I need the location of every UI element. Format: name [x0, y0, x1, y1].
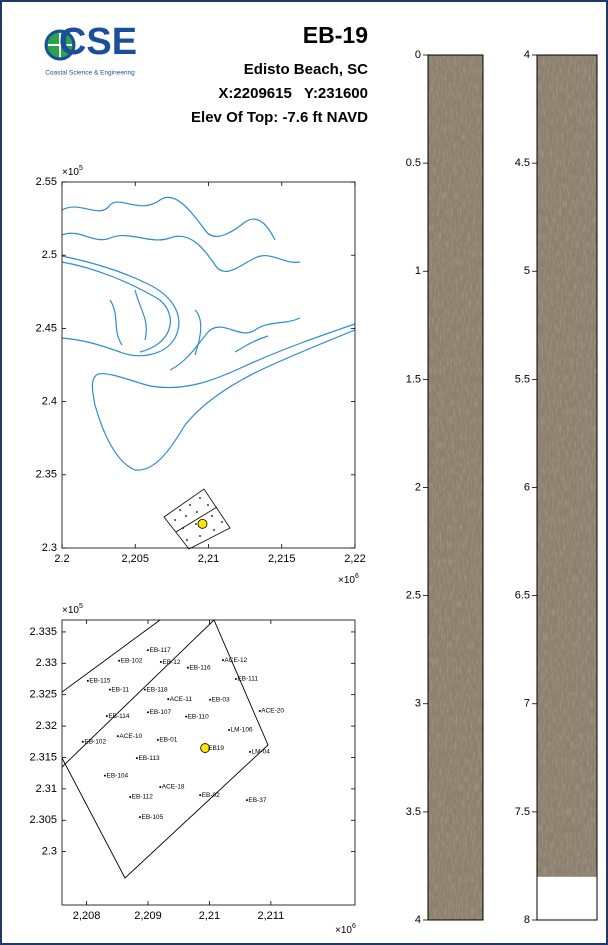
y-tick-label: 2.3	[42, 542, 57, 554]
title: EB-19	[303, 22, 368, 48]
core-log-sheet: CSE Coastal Science & Engineering EB-19 …	[0, 0, 608, 945]
exponent-base: ×10	[338, 575, 355, 586]
depth-label: 3.5	[406, 806, 421, 818]
borehole-label: EB-113	[138, 755, 160, 762]
borehole-label: ACE-20	[261, 708, 284, 715]
depth-label: 6	[524, 481, 530, 493]
depth-label: 7.5	[515, 806, 530, 818]
elevation: Elev Of Top: -7.6 ft NAVD	[191, 109, 368, 126]
y-tick-label: 2.315	[29, 751, 57, 763]
borehole-label: EB-01	[159, 737, 177, 744]
borehole-label: EB-112	[132, 794, 154, 801]
borehole-label: EB-115	[89, 678, 111, 685]
x-tick-label: 2,208	[73, 910, 101, 922]
logo-text: CSE	[59, 21, 137, 63]
y-tick-label: 2.3	[42, 846, 57, 858]
exponent-power: 5	[79, 603, 83, 610]
borehole-label: EB-117	[149, 647, 171, 654]
y-tick-label: 2.325	[29, 689, 57, 701]
depth-label: 0	[415, 49, 421, 61]
coordinates: X:2209615 Y:231600	[218, 85, 368, 102]
depth-label: 1	[415, 265, 421, 277]
depth-label: 4.5	[515, 157, 530, 169]
borehole-label: EB-102	[84, 739, 106, 746]
exponent-power: 6	[355, 573, 359, 580]
core-texture	[537, 55, 597, 877]
borehole-label: EB-116	[189, 664, 211, 671]
y-tick-label: 2.55	[36, 176, 57, 188]
borehole-label: EB-111	[237, 676, 258, 683]
borehole-label: EB-118	[146, 686, 168, 693]
x-tick-label: 2,205	[121, 553, 149, 565]
borehole-label: EB-03	[212, 696, 230, 703]
x-tick-label: 2,21	[199, 910, 220, 922]
borehole-label: LM-04	[251, 749, 270, 756]
y-tick-label: 2.5	[42, 249, 57, 261]
depth-label: 4	[524, 49, 530, 61]
borehole-label: EB-102	[121, 658, 143, 665]
exponent-power: 6	[352, 923, 356, 930]
y-tick-label: 2.4	[42, 396, 57, 408]
depth-label: 7	[524, 698, 530, 710]
borehole-label: ACE-11	[170, 696, 193, 703]
exponent-base: ×10	[335, 925, 352, 936]
borehole-label: EB-107	[149, 709, 171, 716]
depth-label: 3	[415, 698, 421, 710]
depth-label: 0.5	[406, 157, 421, 169]
x-tick-label: 2.2	[54, 553, 69, 565]
site-marker	[198, 519, 207, 528]
borehole-label: EB-12	[162, 659, 180, 666]
core-texture	[428, 55, 483, 920]
depth-label: 8	[524, 914, 530, 926]
borehole-label: ACE-10	[119, 733, 142, 740]
exponent-base: ×10	[62, 167, 79, 178]
x-tick-label: 2,21	[198, 553, 219, 565]
borehole-label: EB-104	[106, 772, 128, 779]
borehole-label: EB-114	[108, 713, 130, 720]
logo-subtitle: Coastal Science & Engineering	[45, 70, 135, 77]
borehole-label: EB-02	[202, 792, 220, 799]
x-tick-label: 2,211	[257, 910, 284, 922]
y-tick-label: 2.33	[36, 657, 57, 669]
borehole-label: LM-106	[231, 727, 253, 734]
x-tick-label: 2,209	[134, 910, 162, 922]
exponent-power: 5	[79, 165, 83, 172]
y-tick-label: 2.35	[36, 469, 57, 481]
borehole-label: EB-11	[111, 686, 129, 693]
y-tick-label: 2.335	[29, 626, 57, 638]
depth-label: 6.5	[515, 590, 530, 602]
depth-label: 4	[415, 914, 421, 926]
x-tick-label: 2,215	[268, 553, 296, 565]
page-frame	[1, 1, 607, 944]
x-tick-label: 2,22	[344, 553, 365, 565]
borehole-label: ACE-12	[224, 657, 247, 664]
y-tick-label: 2.45	[36, 322, 57, 334]
exponent-base: ×10	[62, 605, 79, 616]
borehole-label: EB-110	[188, 713, 210, 720]
y-tick-label: 2.31	[36, 783, 57, 795]
y-tick-label: 2.32	[36, 720, 57, 732]
depth-label: 5	[524, 265, 530, 277]
depth-label: 2.5	[406, 590, 421, 602]
borehole-label: EB-105	[142, 814, 164, 821]
site-label: EB19	[208, 745, 224, 752]
borehole-label: ACE-18	[162, 784, 185, 791]
borehole-label: EB-37	[248, 797, 266, 804]
depth-label: 5.5	[515, 373, 530, 385]
depth-label: 2	[415, 481, 421, 493]
y-tick-label: 2.305	[29, 814, 57, 826]
depth-label: 1.5	[406, 373, 421, 385]
location: Edisto Beach, SC	[244, 61, 368, 78]
